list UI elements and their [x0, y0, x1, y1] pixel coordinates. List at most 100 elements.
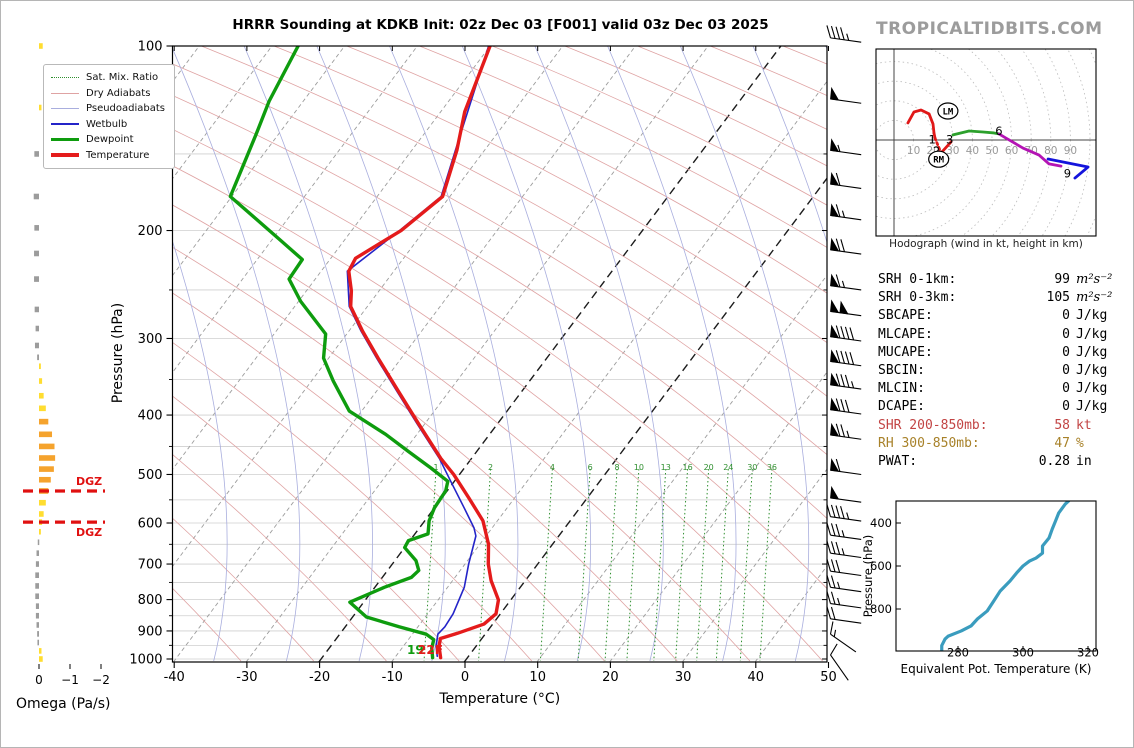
pressure-tick-label: 700	[138, 558, 163, 573]
omega-bar	[35, 603, 39, 609]
mixing-ratio-label: 2	[488, 463, 493, 472]
wind-barb	[826, 540, 862, 559]
stat-unit: m²s⁻²	[1076, 272, 1113, 287]
mixing-ratio-line	[577, 468, 591, 662]
mixing-ratio-label: 6	[588, 463, 593, 472]
stat-row: SRH 0-1km: 99 m²s⁻²	[878, 272, 1128, 290]
wind-barb	[830, 299, 862, 317]
dry-adiabat	[273, 46, 827, 344]
skewt-ylabel: Pressure (hPa)	[110, 303, 126, 403]
stat-label: MLCIN:	[878, 381, 925, 397]
stat-unit: m²s⁻²	[1076, 290, 1113, 306]
stat-label: SHR 200-850mb:	[878, 417, 988, 433]
omega-bar	[39, 455, 56, 461]
omega-bar	[37, 539, 40, 546]
stat-value: 0.28	[1038, 453, 1070, 469]
skewt-xlabel: Temperature (°C)	[438, 691, 560, 707]
surface-dewpoint-f: 19	[407, 643, 424, 657]
dry-adiabat	[172, 204, 751, 662]
legend-item-label: Dewpoint	[86, 134, 134, 146]
stat-row: SBCAPE: 0 J/kg	[878, 308, 1128, 326]
mixing-ratio-line	[696, 468, 710, 662]
legend-item-label: Wetbulb	[86, 118, 128, 130]
stat-unit: %	[1076, 435, 1084, 451]
theta-e-curve	[940, 501, 1071, 651]
legend-line-sample	[51, 153, 79, 158]
theta-e-ytick-label: 400	[870, 516, 892, 530]
pseudoadiabat	[461, 46, 592, 662]
skewt-frame	[171, 45, 828, 663]
omega-bar	[34, 342, 39, 349]
pseudoadiabat	[243, 46, 373, 662]
theta-e-panel: 400 600 800 280 300 320 Equivalent Pot. Temper…	[861, 500, 1099, 676]
omega-bar	[39, 528, 41, 535]
omega-tick-label: −1	[61, 673, 79, 687]
omega-bar	[37, 639, 39, 646]
hodograph: 10203040506070809012369LMRM	[875, 48, 1097, 237]
wind-barb	[830, 422, 862, 440]
omega-bar	[34, 250, 39, 257]
wind-barb	[826, 504, 862, 522]
wind-barb	[830, 458, 862, 476]
omega-bar	[37, 631, 39, 637]
dry-adiabat	[637, 46, 827, 130]
theta-e-xtick-label: 300	[1012, 646, 1034, 660]
wind-barb	[826, 25, 862, 43]
stat-label: MUCAPE:	[878, 344, 933, 360]
wind-barb	[826, 522, 862, 541]
pressure-tick-label: 300	[138, 332, 163, 347]
stat-unit: J/kg	[1076, 381, 1108, 397]
legend-item-label: Pseudoadiabats	[86, 103, 166, 115]
omega-bar	[39, 476, 51, 483]
pressure-tick-label: 400	[138, 409, 163, 424]
omega-xlabel: Omega (Pa/s)	[16, 696, 111, 712]
hodograph-trace-1-2km	[933, 136, 943, 155]
chart-title: HRRR Sounding at KDKB Init: 02z Dec 03 […	[232, 17, 769, 33]
storm-motion-marker	[937, 102, 959, 120]
mixing-ratio-line	[423, 468, 437, 662]
wind-barb	[830, 324, 862, 342]
hodograph-ring-label: 40	[966, 145, 979, 157]
stat-value: 0	[1062, 308, 1070, 324]
stats-panel: SRH 0-1km: 99 m²s⁻² SRH 0-3km: 105 m²s⁻² SBCAP…	[878, 272, 1128, 472]
pseudoadiabat	[607, 46, 737, 662]
omega-bar	[39, 104, 42, 111]
dry-adiabat	[346, 46, 827, 294]
theta-e-ytick-label: 600	[870, 559, 892, 573]
legend-line-sample	[51, 92, 79, 94]
hodograph-ring-label: 90	[1064, 145, 1077, 157]
legend-item: Dry Adiabats	[51, 86, 165, 102]
surface-temperature-f: 22F	[418, 643, 443, 657]
dry-adiabat	[172, 454, 387, 662]
legend-line-sample	[51, 77, 79, 79]
pressure-tick-label: 200	[138, 224, 163, 239]
legend-item: Wetbulb	[51, 117, 165, 133]
omega-bar	[35, 593, 39, 600]
isotherm	[173, 46, 636, 662]
dry-adiabat	[172, 292, 605, 662]
stat-label: SBCIN:	[878, 362, 925, 378]
legend-item: Pseudoadiabats	[51, 101, 165, 117]
temperature-tick-label: -20	[309, 670, 330, 685]
dry-adiabat	[201, 46, 827, 397]
hodograph-ring-label: 60	[1005, 145, 1018, 157]
omega-bar	[39, 378, 43, 384]
dry-adiabat	[172, 95, 827, 520]
mixing-ratio-label: 16	[682, 463, 692, 472]
stat-value: 0	[1062, 362, 1070, 378]
omega-bar	[34, 276, 39, 282]
stat-label: DCAPE:	[878, 399, 925, 415]
dry-adiabat	[172, 63, 827, 456]
isotherm	[609, 371, 827, 662]
dry-adiabat	[419, 46, 827, 248]
hodograph-ring-label: 50	[985, 145, 998, 157]
hodograph-caption: Hodograph (wind in kt, height in km)	[889, 238, 1083, 250]
dry-adiabat	[172, 165, 823, 662]
dry-adiabat	[172, 517, 314, 662]
stat-unit: J/kg	[1076, 399, 1108, 415]
stat-unit: J/kg	[1076, 308, 1108, 324]
stat-row: SBCIN: 0 J/kg	[878, 363, 1128, 381]
mixing-ratio-label: 10	[634, 463, 644, 472]
omega-bar	[34, 225, 39, 231]
